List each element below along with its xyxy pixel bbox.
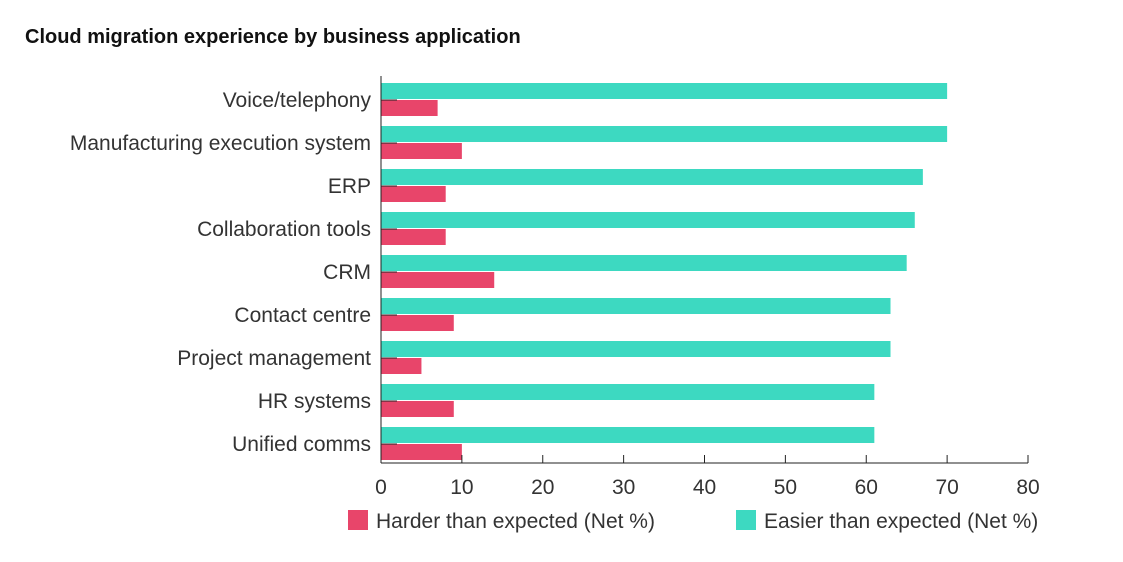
bar-harder bbox=[381, 186, 446, 202]
bar-harder bbox=[381, 229, 446, 245]
legend-swatch bbox=[736, 510, 756, 530]
bar-easier bbox=[381, 126, 948, 142]
bar-harder bbox=[381, 358, 422, 374]
legend-label: Easier than expected (Net %) bbox=[764, 510, 1038, 533]
bar-harder bbox=[381, 401, 454, 417]
bar-harder bbox=[381, 100, 438, 116]
x-tick-label: 80 bbox=[1016, 476, 1039, 499]
bar-harder bbox=[381, 444, 462, 460]
bar-easier bbox=[381, 83, 948, 99]
bar-easier bbox=[381, 298, 891, 314]
category-label: ERP bbox=[328, 175, 371, 198]
x-tick-label: 0 bbox=[375, 476, 387, 499]
category-label: Unified comms bbox=[232, 433, 371, 456]
category-label: Voice/telephony bbox=[223, 89, 372, 112]
category-labels: Voice/telephony Manufacturing execution s… bbox=[70, 89, 372, 456]
category-label: Manufacturing execution system bbox=[70, 132, 371, 155]
bar-easier bbox=[381, 384, 875, 400]
x-axis-ticks: 0 10 20 30 40 50 60 70 80 bbox=[375, 455, 1040, 499]
category-label: CRM bbox=[323, 261, 371, 284]
x-tick-label: 20 bbox=[531, 476, 554, 499]
x-tick-label: 10 bbox=[450, 476, 473, 499]
bar-easier bbox=[381, 427, 875, 443]
bar-easier bbox=[381, 169, 923, 185]
bar-harder bbox=[381, 272, 495, 288]
chart-title: Cloud migration experience by business a… bbox=[25, 26, 521, 48]
bar-harder bbox=[381, 143, 462, 159]
bars-layer bbox=[381, 83, 948, 460]
bar-harder bbox=[381, 315, 454, 331]
bar-easier bbox=[381, 341, 891, 357]
bar-easier bbox=[381, 255, 907, 271]
x-tick-label: 70 bbox=[935, 476, 958, 499]
legend: Harder than expected (Net %) Easier than … bbox=[348, 510, 1038, 533]
x-tick-label: 50 bbox=[774, 476, 797, 499]
x-tick-label: 40 bbox=[693, 476, 716, 499]
category-label: Project management bbox=[177, 347, 371, 370]
legend-swatch bbox=[348, 510, 368, 530]
bar-easier bbox=[381, 212, 915, 228]
x-tick-label: 60 bbox=[855, 476, 878, 499]
category-label: HR systems bbox=[258, 390, 371, 413]
category-label: Contact centre bbox=[234, 304, 371, 327]
x-tick-label: 30 bbox=[612, 476, 635, 499]
legend-label: Harder than expected (Net %) bbox=[376, 510, 655, 533]
category-label: Collaboration tools bbox=[197, 218, 371, 241]
